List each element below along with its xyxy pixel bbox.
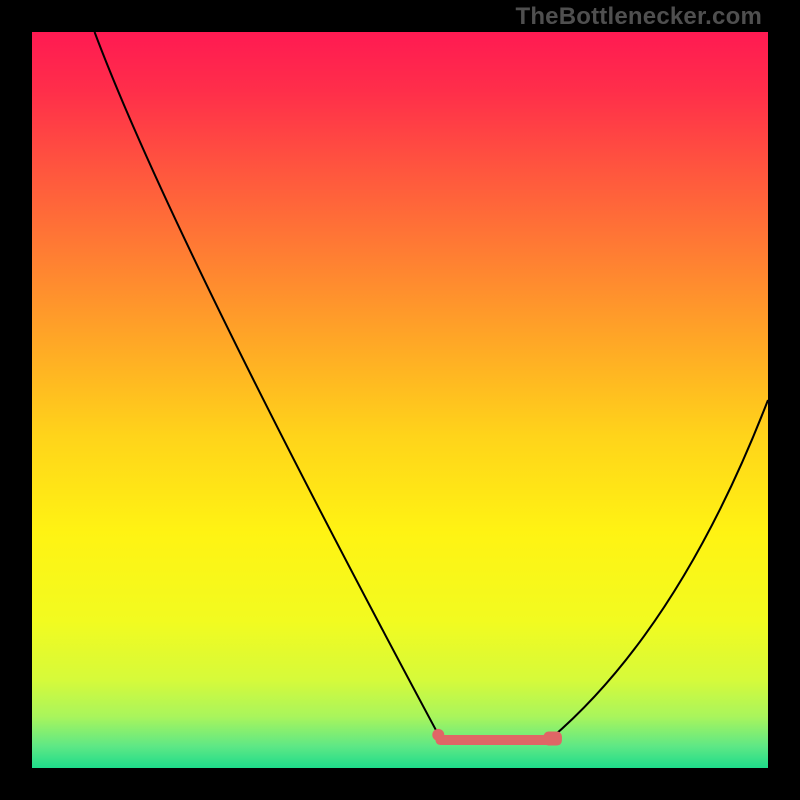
- chart-stage: TheBottlenecker.com: [0, 0, 800, 800]
- floor-start-dot: [432, 729, 444, 741]
- curve-layer: [0, 0, 800, 800]
- floor-end-blob: [544, 732, 562, 746]
- watermark-text: TheBottlenecker.com: [515, 3, 762, 31]
- curve-right-arm: [551, 400, 768, 739]
- curve-left-arm: [95, 32, 441, 739]
